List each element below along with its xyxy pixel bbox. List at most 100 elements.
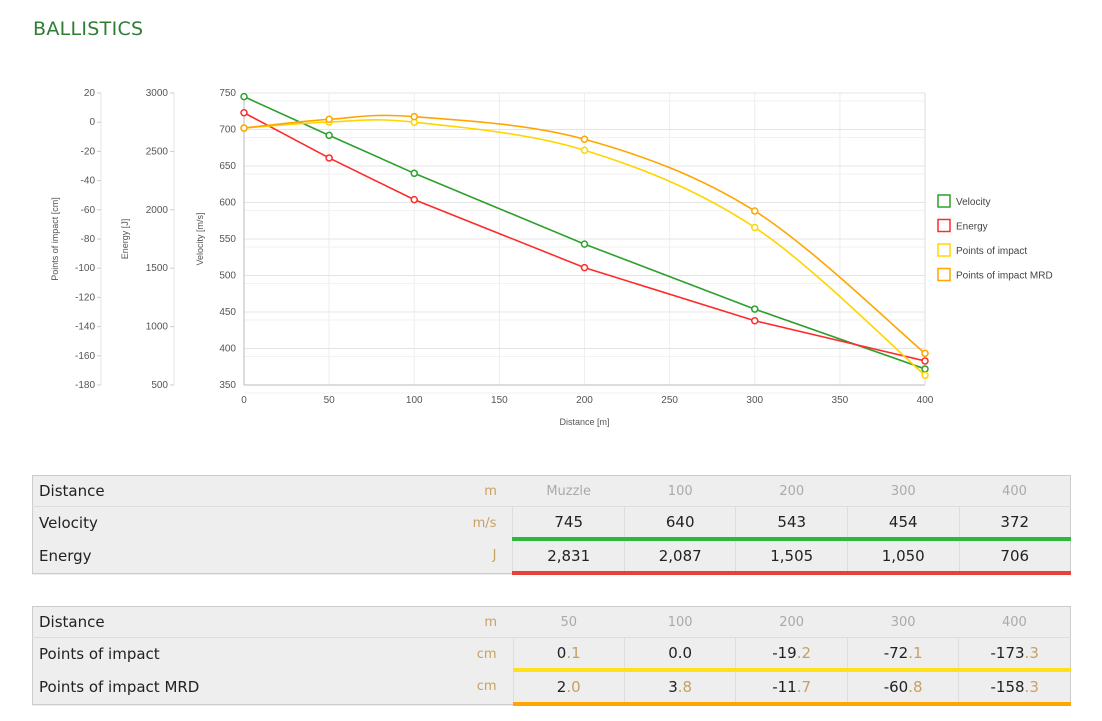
data-point bbox=[580, 135, 589, 144]
x-tick-label: 250 bbox=[661, 395, 678, 406]
value-integer: -173 bbox=[990, 644, 1025, 662]
data-point bbox=[580, 240, 589, 248]
velocity-tick-label: 500 bbox=[219, 271, 236, 282]
page-title: BALLISTICS bbox=[33, 18, 144, 40]
poi-axis-tick-label: -80 bbox=[81, 234, 96, 245]
row-unit: cm bbox=[476, 679, 497, 695]
x-tick-label: 200 bbox=[576, 395, 593, 406]
energy-axis-tick-label: 2000 bbox=[146, 205, 169, 216]
poi-axis-tick-label: -100 bbox=[75, 263, 95, 274]
energy-axis-tick-label: 1500 bbox=[146, 263, 169, 274]
data-point bbox=[751, 207, 759, 215]
legend-swatch bbox=[937, 194, 951, 208]
value-decimal: .1 bbox=[908, 644, 923, 662]
velocity-tick-label: 750 bbox=[219, 88, 236, 99]
table-header-row: Distance m 50 100 200 300 400 bbox=[32, 606, 1071, 638]
row-label: Points of impact bbox=[39, 645, 160, 663]
value-integer: 0 bbox=[556, 644, 567, 662]
poi-axis-tick-label: 20 bbox=[84, 88, 96, 99]
velocity-tick-label: 550 bbox=[219, 234, 236, 245]
value-decimal: .0 bbox=[566, 678, 581, 696]
data-point bbox=[921, 365, 929, 373]
poi-axis-tick-label: -120 bbox=[75, 292, 95, 303]
velocity-tick-label: 350 bbox=[219, 380, 236, 391]
axis-title: Velocity [m/s] bbox=[195, 212, 205, 265]
data-point bbox=[240, 92, 248, 101]
column-header: 200 bbox=[735, 606, 848, 638]
x-tick-label: 400 bbox=[917, 395, 934, 406]
x-tick-label: 300 bbox=[746, 395, 763, 406]
value-integer: 0 bbox=[668, 644, 678, 662]
poi-axis-tick-label: -60 bbox=[81, 205, 96, 216]
x-tick-label: 150 bbox=[491, 395, 508, 406]
poi-axis-tick-label: 0 bbox=[89, 117, 95, 128]
poi-axis-tick-label: -160 bbox=[75, 351, 95, 362]
series-line-0 bbox=[243, 95, 926, 370]
value-decimal: .1 bbox=[566, 644, 581, 662]
data-point bbox=[325, 131, 333, 140]
table-cell: 0.0 bbox=[623, 637, 736, 672]
row-label: Energy bbox=[39, 546, 92, 565]
table-cell: 3.8 bbox=[623, 670, 736, 706]
value-decimal: .8 bbox=[908, 678, 923, 696]
energy-axis-tick-label: 3000 bbox=[146, 88, 169, 99]
column-header: 50 bbox=[513, 606, 625, 638]
table-cell: 0.1 bbox=[512, 637, 625, 672]
velocity-tick-label: 450 bbox=[219, 307, 236, 318]
table-row: Energy J 2,831 2,087 1,505 1,050 706 bbox=[33, 539, 1071, 575]
table-cell: 640 bbox=[623, 506, 736, 541]
table-cell: 745 bbox=[512, 506, 625, 541]
table-cell: 2,831 bbox=[512, 539, 625, 575]
data-point bbox=[410, 195, 418, 204]
column-header: 300 bbox=[847, 606, 959, 638]
x-tick-label: 350 bbox=[832, 395, 849, 406]
value-decimal: .3 bbox=[1024, 644, 1039, 662]
energy-axis-tick-label: 1000 bbox=[146, 322, 169, 333]
value-integer: -11 bbox=[772, 678, 797, 696]
value-decimal: .3 bbox=[1024, 678, 1039, 696]
row-unit: cm bbox=[476, 646, 497, 662]
data-point bbox=[410, 112, 418, 121]
value-integer: 2 bbox=[556, 678, 567, 696]
value-integer: -60 bbox=[883, 678, 909, 696]
table-row: Velocity m/s 745 640 543 454 372 bbox=[33, 506, 1071, 541]
row-label: Velocity bbox=[39, 514, 98, 532]
data-point bbox=[921, 371, 929, 379]
x-tick-label: 100 bbox=[406, 395, 423, 406]
velocity-energy-table: Distance m Muzzle 100 200 300 400 Velocity m/s 74… bbox=[32, 475, 1071, 575]
row-unit: m/s bbox=[472, 515, 497, 531]
column-header: 100 bbox=[624, 606, 736, 638]
legend-label: Points of impact bbox=[956, 246, 1027, 257]
value-decimal: .0 bbox=[677, 644, 693, 662]
table-cell: -60.8 bbox=[846, 670, 959, 706]
poi-axis-tick-label: -20 bbox=[81, 146, 96, 157]
row-unit: m bbox=[456, 606, 513, 638]
data-point bbox=[751, 317, 759, 325]
data-point bbox=[580, 263, 589, 272]
row-unit: J bbox=[492, 548, 497, 564]
x-tick-label: 0 bbox=[241, 395, 247, 406]
data-point bbox=[921, 349, 929, 358]
column-header: 200 bbox=[735, 475, 848, 507]
series-line-1 bbox=[243, 112, 926, 362]
axis-title: Energy [J] bbox=[120, 219, 130, 260]
x-axis-title: Distance [m] bbox=[559, 417, 609, 427]
legend-label: Velocity bbox=[956, 197, 990, 208]
table-cell: -11.7 bbox=[735, 670, 848, 706]
x-tick-label: 50 bbox=[324, 395, 336, 406]
poi-axis-tick-label: -140 bbox=[75, 322, 95, 333]
axis-title: Points of impact [cm] bbox=[50, 197, 60, 281]
row-label: Distance bbox=[32, 475, 457, 507]
table-cell: -19.2 bbox=[735, 637, 848, 672]
value-integer: -19 bbox=[772, 644, 797, 662]
value-decimal: .2 bbox=[796, 644, 811, 662]
table-header-row: Distance m Muzzle 100 200 300 400 bbox=[32, 475, 1071, 507]
column-header: 400 bbox=[958, 606, 1071, 638]
legend-label: Points of impact MRD bbox=[956, 271, 1053, 282]
row-unit: m bbox=[456, 475, 513, 507]
table-cell: 372 bbox=[958, 506, 1071, 541]
velocity-tick-label: 600 bbox=[219, 198, 236, 209]
value-integer: -158 bbox=[990, 678, 1025, 696]
velocity-tick-label: 650 bbox=[219, 161, 236, 172]
table-cell: 543 bbox=[735, 506, 848, 541]
